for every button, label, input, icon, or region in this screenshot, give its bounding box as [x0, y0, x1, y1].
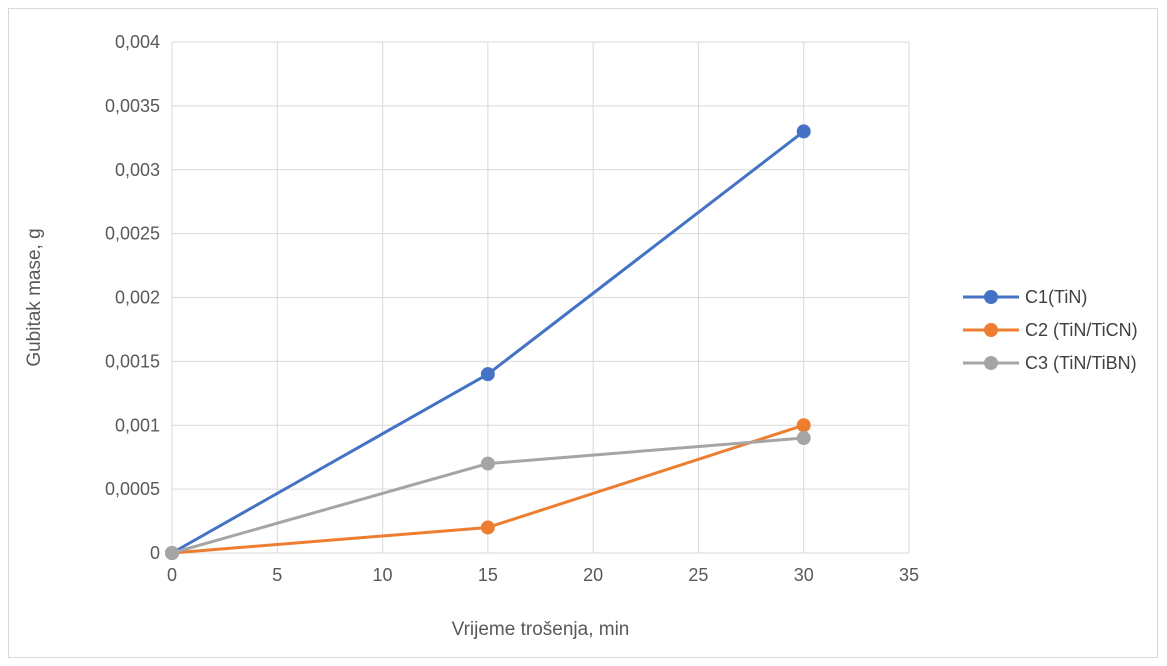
x-tick-label: 0 [167, 565, 177, 585]
x-tick-label: 25 [688, 565, 708, 585]
y-tick-labels: 0 0,0005 0,001 0,0015 0,002 0,0025 0,003 0,0035… [105, 32, 160, 563]
data-point-2 [796, 418, 811, 433]
legend: C1(TiN) C2 (TiN/TiCN) C3 (TiN/TiBN) [963, 287, 1138, 373]
y-axis-title: Gubitak mase, g [24, 228, 45, 366]
legend-marker [984, 323, 998, 337]
x-tick-label: 15 [478, 565, 498, 585]
x-axis-title: Vrijeme trošenja, min [452, 619, 630, 640]
data-point-3 [796, 431, 811, 446]
y-tick-label: 0,0005 [105, 479, 160, 499]
y-tick-label: 0,0025 [105, 224, 160, 244]
data-point-1 [796, 124, 811, 139]
x-tick-label: 35 [899, 565, 919, 585]
y-tick-label: 0,003 [115, 160, 160, 180]
data-point-2 [480, 520, 495, 535]
data-point-3 [480, 456, 495, 471]
legend-label: C3 (TiN/TiBN) [1025, 353, 1137, 373]
data-point-3 [165, 546, 179, 560]
y-tick-label: 0 [150, 543, 160, 563]
legend-label: C2 (TiN/TiCN) [1025, 320, 1138, 340]
y-tick-label: 0,0015 [105, 351, 160, 371]
x-tick-label: 20 [583, 565, 603, 585]
legend-marker [984, 290, 998, 304]
gridlines [171, 41, 910, 554]
legend-marker [984, 356, 998, 370]
y-tick-label: 0,001 [115, 415, 160, 435]
data-point-1 [480, 367, 495, 382]
x-tick-label: 10 [373, 565, 393, 585]
y-tick-label: 0,002 [115, 288, 160, 308]
legend-label: C1(TiN) [1025, 287, 1087, 307]
x-tick-label: 30 [794, 565, 814, 585]
x-tick-labels: 0 5 10 15 20 25 30 35 [167, 565, 919, 585]
x-tick-label: 5 [272, 565, 282, 585]
y-tick-label: 0,004 [115, 32, 160, 52]
y-tick-label: 0,0035 [105, 96, 160, 116]
series-group [165, 124, 811, 560]
